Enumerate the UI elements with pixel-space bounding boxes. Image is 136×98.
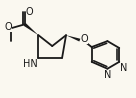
Text: O: O (4, 22, 12, 32)
Text: O: O (26, 7, 33, 17)
Text: N: N (120, 63, 128, 73)
Polygon shape (24, 23, 38, 35)
Text: HN: HN (23, 59, 37, 69)
Text: N: N (104, 70, 111, 80)
Text: O: O (81, 34, 88, 44)
Polygon shape (66, 35, 80, 42)
